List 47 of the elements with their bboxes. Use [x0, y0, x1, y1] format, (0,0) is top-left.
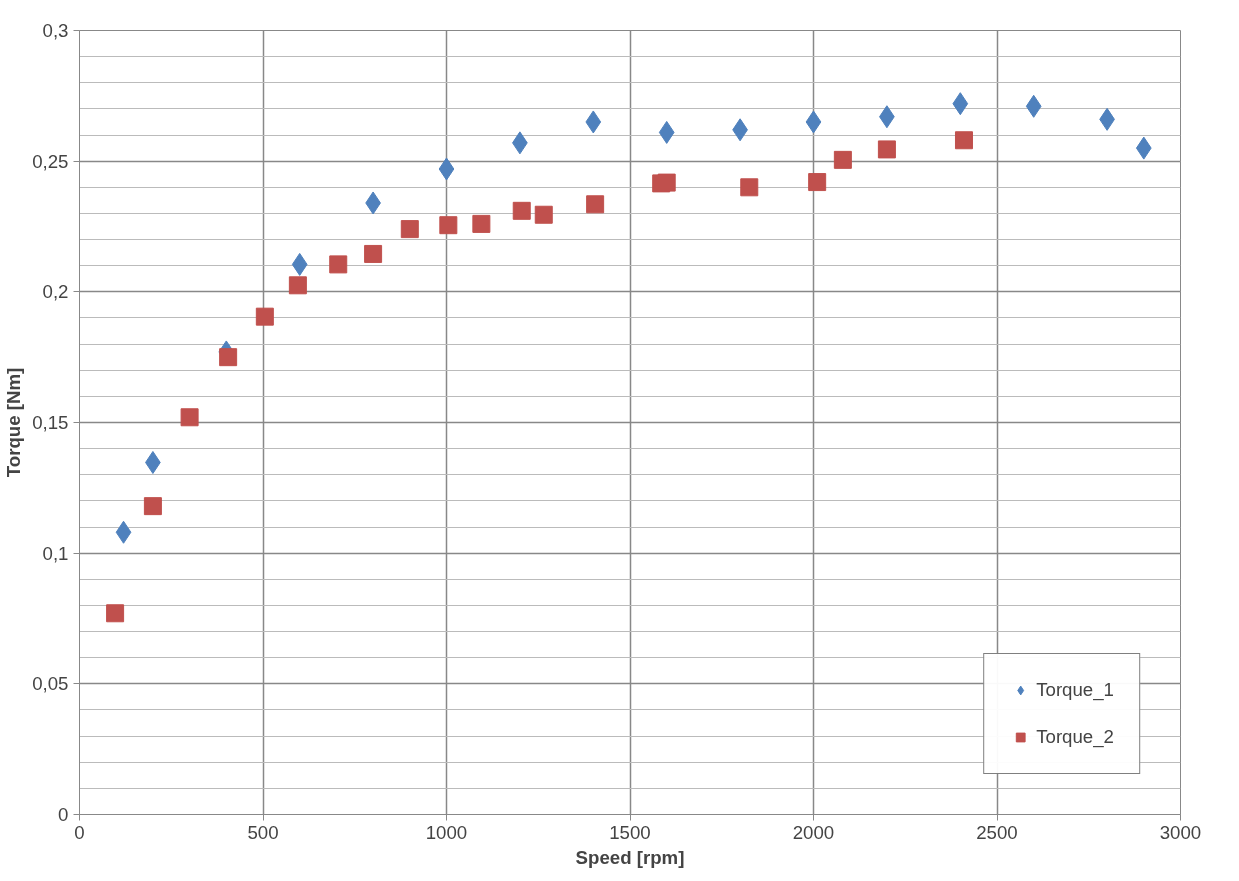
- point: [219, 348, 238, 367]
- y-tick-label: 0,25: [32, 150, 69, 172]
- point: [364, 244, 383, 263]
- point: [658, 120, 675, 144]
- x-axis-title: Speed [rpm]: [575, 846, 685, 868]
- point: [534, 205, 553, 224]
- y-tick-label: 0,1: [42, 542, 69, 564]
- y-axis-title: Torque [Nm]: [3, 367, 25, 478]
- x-tick-label: 3000: [1159, 821, 1202, 843]
- y-tick-label: 0,3: [42, 20, 69, 41]
- point: [439, 216, 458, 235]
- x-tick-label: 0: [74, 821, 85, 843]
- point: [255, 307, 274, 326]
- point: [106, 604, 125, 623]
- point: [586, 195, 605, 214]
- legend-label: Torque_2: [1036, 726, 1114, 748]
- y-tick-label: 0,15: [32, 412, 69, 433]
- point: [954, 131, 973, 150]
- point: [585, 110, 602, 134]
- point: [805, 110, 822, 134]
- point: [472, 214, 491, 233]
- point: [1025, 94, 1042, 118]
- point: [1135, 136, 1152, 160]
- point: [512, 201, 531, 220]
- point: [143, 497, 162, 516]
- point: [288, 276, 307, 295]
- x-tick-label: 1000: [425, 821, 468, 843]
- point: [877, 140, 896, 159]
- y-tick-label: 0: [58, 804, 69, 825]
- point: [952, 92, 969, 116]
- x-tick-label: 1500: [609, 821, 651, 843]
- y-tick-label: 0,05: [32, 673, 69, 695]
- legend-label: Torque_1: [1036, 679, 1114, 701]
- point: [180, 408, 199, 427]
- x-tick-label: 2000: [792, 821, 835, 843]
- point: [808, 173, 827, 192]
- point: [329, 255, 348, 274]
- x-tick-label: 2500: [976, 821, 1018, 843]
- point: [740, 178, 759, 197]
- point: [833, 150, 852, 169]
- x-tick-label: 500: [247, 821, 279, 843]
- y-tick-label: 0,2: [42, 281, 69, 303]
- point: [291, 252, 308, 276]
- point: [438, 157, 455, 181]
- point: [115, 520, 132, 544]
- point: [657, 173, 676, 192]
- point: [400, 220, 419, 239]
